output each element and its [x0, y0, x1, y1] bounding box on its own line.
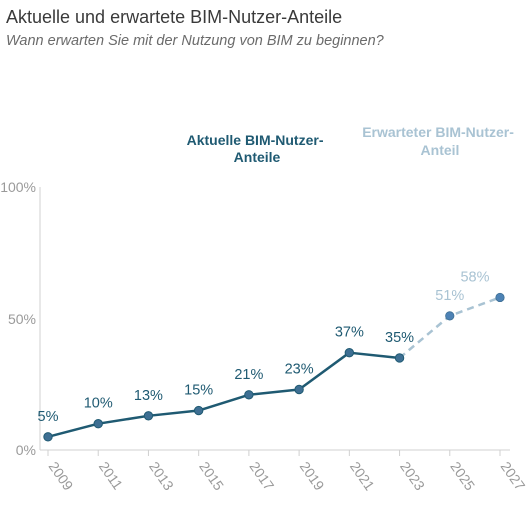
x-tick-label: 2015	[196, 459, 227, 494]
series-label-current: Aktuelle BIM-Nutzer- Anteile	[187, 132, 328, 165]
x-tick-label: 2027	[498, 459, 529, 494]
series-label-current-line2: Anteile	[234, 149, 281, 165]
series-label-expected-line2: Anteil	[421, 142, 460, 158]
data-label-current: 10%	[84, 396, 113, 412]
series-label-current-line1: Aktuelle BIM-Nutzer-	[187, 132, 324, 148]
series-label-expected-line1: Erwarteter BIM-Nutzer-	[362, 124, 514, 140]
data-label-current: 21%	[234, 367, 263, 383]
x-tick-label: 2021	[347, 459, 378, 494]
x-tick-label: 2023	[397, 459, 428, 494]
y-tick-label-50: 50%	[8, 311, 36, 327]
data-label-current: 15%	[184, 383, 213, 399]
data-point-current	[143, 411, 154, 421]
data-label-current: 35%	[385, 330, 414, 346]
data-point-expected	[495, 292, 505, 303]
chart-title: Aktuelle und erwartete BIM-Nutzer-Anteil…	[6, 7, 343, 27]
data-label-current: 13%	[134, 388, 163, 404]
series-label-expected: Erwarteter BIM-Nutzer- Anteil	[362, 124, 518, 158]
y-tick-label-0: 0%	[16, 442, 36, 458]
data-point-current	[193, 405, 204, 416]
x-tick-label: 2025	[447, 459, 478, 494]
series-line-1	[398, 296, 501, 359]
data-point-current	[294, 384, 304, 395]
data-label-current: 23%	[285, 362, 314, 378]
data-point-expected	[445, 311, 455, 321]
y-tick-label-100: 100%	[0, 179, 36, 195]
x-tick-label: 2019	[297, 459, 328, 494]
data-point-current	[244, 390, 254, 400]
data-point-current	[394, 353, 405, 363]
chart-subtitle: Wann erwarten Sie mit der Nutzung von BI…	[6, 33, 384, 49]
data-point-current	[93, 419, 103, 429]
data-label-expected: 51%	[435, 288, 464, 304]
data-label-current: 5%	[38, 409, 59, 425]
series-line-0	[47, 351, 400, 439]
data-label-expected: 58%	[460, 269, 489, 285]
x-tick-label: 2017	[246, 459, 277, 494]
data-point-current	[344, 347, 355, 358]
data-label-current: 37%	[335, 325, 364, 341]
x-tick-label: 2013	[146, 459, 177, 494]
data-point-current	[43, 432, 53, 442]
x-tick-label: 2011	[96, 459, 126, 493]
x-tick-label: 2009	[46, 459, 77, 494]
